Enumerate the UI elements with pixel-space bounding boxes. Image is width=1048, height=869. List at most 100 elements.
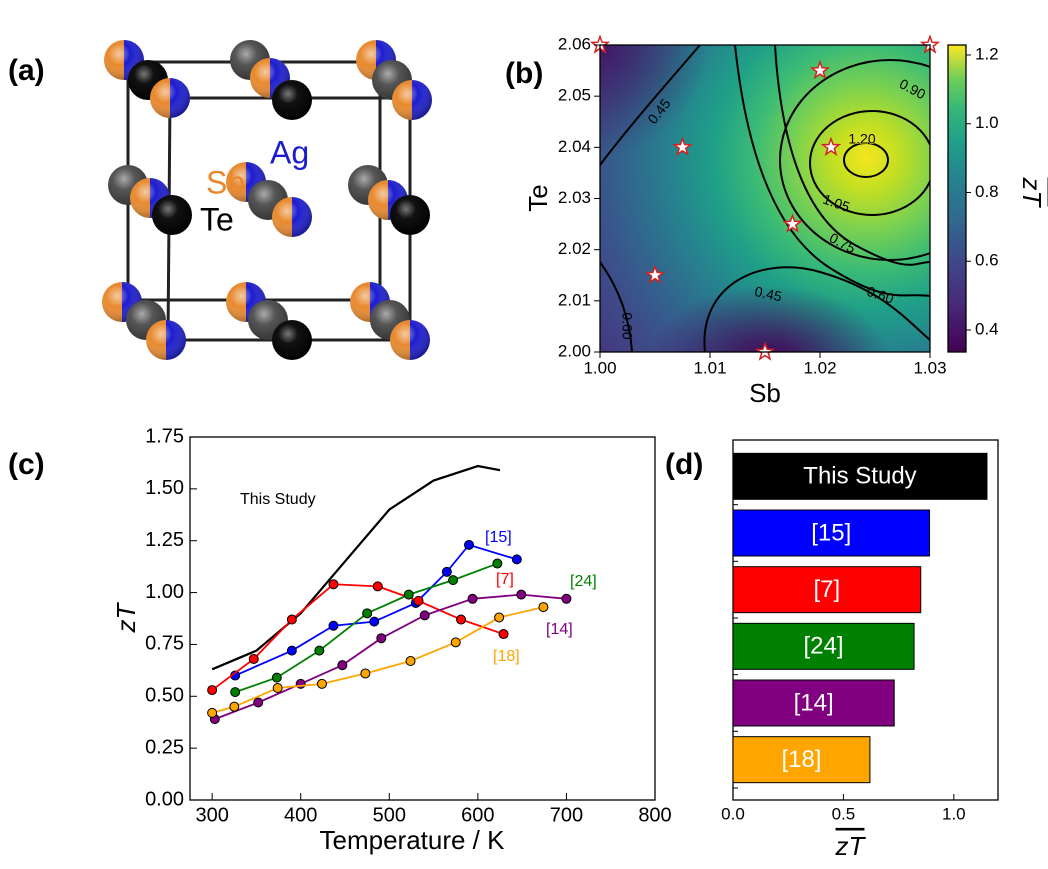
y-tick-label: 1.00	[145, 581, 184, 603]
data-point	[315, 646, 324, 655]
data-point	[329, 621, 338, 630]
series-label: [24]	[570, 573, 597, 590]
x-tick-label: 700	[550, 804, 583, 826]
x-tick-label: 1.01	[693, 358, 726, 377]
y-tick-label: 2.03	[558, 188, 591, 207]
panel-label: (b)	[505, 57, 543, 90]
data-point	[287, 646, 296, 655]
colorbar-tick-label: 1.2	[975, 44, 999, 63]
x-tick-label: 1.0	[942, 804, 966, 823]
bar-label: [7]	[814, 576, 841, 603]
data-point	[465, 540, 474, 549]
series-label: [14]	[546, 621, 573, 638]
atoms	[102, 40, 432, 360]
data-point	[338, 661, 347, 670]
bar-label: [14]	[794, 689, 834, 716]
y-tick-label: 0.00	[145, 788, 184, 810]
data-point	[499, 630, 508, 639]
bar-label: [15]	[811, 519, 851, 546]
data-point	[517, 590, 526, 599]
x-tick-label: 400	[284, 804, 317, 826]
data-point	[272, 673, 281, 682]
series-label: [15]	[485, 529, 512, 546]
atom-label: Sb	[206, 164, 245, 200]
x-tick-label: 800	[638, 804, 671, 826]
x-tick-label: 300	[195, 804, 228, 826]
colorbar-tick-label: 0.8	[975, 182, 999, 201]
data-point	[249, 654, 258, 663]
data-point	[512, 555, 521, 564]
y-axis-label: Te	[523, 184, 553, 211]
y-tick-label: 1.50	[145, 477, 184, 499]
y-tick-label: 2.00	[558, 341, 591, 360]
x-tick-label: 1.02	[803, 358, 836, 377]
x-tick-label: 0.5	[832, 804, 856, 823]
panel-label: (a)	[8, 54, 45, 87]
data-point	[539, 603, 548, 612]
data-point	[329, 580, 338, 589]
data-point	[254, 698, 263, 707]
data-point	[370, 617, 379, 626]
x-axis-label: Temperature / K	[320, 825, 506, 855]
data-point	[468, 594, 477, 603]
data-point	[495, 613, 504, 622]
series-label: [7]	[496, 571, 514, 588]
x-tick-label: 1.03	[913, 358, 946, 377]
y-tick-label: 2.02	[558, 239, 591, 258]
y-tick-label: 0.50	[145, 685, 184, 707]
y-tick-label: 0.75	[145, 633, 184, 655]
data-point	[273, 683, 282, 692]
data-point	[363, 609, 372, 618]
series-label: This Study	[240, 491, 316, 508]
colorbar-tick-label: 1.0	[975, 113, 999, 132]
panel-label: (d)	[665, 448, 703, 481]
bar-label: [24]	[804, 633, 844, 660]
bar-label: [18]	[781, 746, 821, 773]
x-axis-label: Sb	[749, 378, 781, 408]
panel-label: (c)	[8, 448, 45, 481]
data-point	[457, 615, 466, 624]
data-point	[231, 688, 240, 697]
atom-label: Te	[200, 201, 234, 237]
data-point	[451, 638, 460, 647]
data-point	[287, 615, 296, 624]
y-tick-label: 0.25	[145, 736, 184, 758]
series-label: [18]	[493, 648, 520, 665]
y-tick-label: 2.06	[558, 34, 591, 53]
data-point	[449, 576, 458, 585]
contour-label: 1.20	[848, 131, 875, 147]
y-tick-label: 1.25	[145, 529, 184, 551]
data-point	[230, 702, 239, 711]
y-tick-label: 2.01	[558, 290, 591, 309]
y-axis-label: zT	[111, 601, 141, 633]
x-tick-label: 0.0	[721, 804, 745, 823]
y-tick-label: 2.05	[558, 86, 591, 105]
data-point	[406, 657, 415, 666]
data-point	[420, 611, 429, 620]
data-point	[377, 634, 386, 643]
x-tick-label: 1.00	[583, 358, 616, 377]
x-tick-label: 500	[373, 804, 406, 826]
data-point	[493, 559, 502, 568]
data-point	[442, 567, 451, 576]
data-point	[317, 679, 326, 688]
colorbar-tick-label: 0.6	[975, 251, 999, 270]
data-point	[361, 669, 370, 678]
data-point	[373, 582, 382, 591]
series-line	[212, 584, 503, 690]
y-tick-label: 2.04	[558, 137, 591, 156]
y-tick-label: 1.75	[145, 425, 184, 447]
colorbar-tick-label: 0.4	[975, 319, 999, 338]
data-point	[208, 686, 217, 695]
x-axis-label: zT	[835, 831, 867, 861]
colorbar-label: zT	[1017, 177, 1047, 209]
crystal-structure: (a) Sb Ag Te	[8, 40, 432, 360]
figure: (a) Sb Ag Te 0.450.901.201.050.750.600.4…	[0, 0, 1048, 869]
x-tick-label: 600	[461, 804, 494, 826]
data-point	[562, 594, 571, 603]
atom-label: Ag	[270, 134, 309, 170]
colorbar	[948, 45, 966, 352]
contour-label: 0.60	[619, 312, 635, 339]
data-point	[208, 708, 217, 717]
data-point	[414, 596, 423, 605]
